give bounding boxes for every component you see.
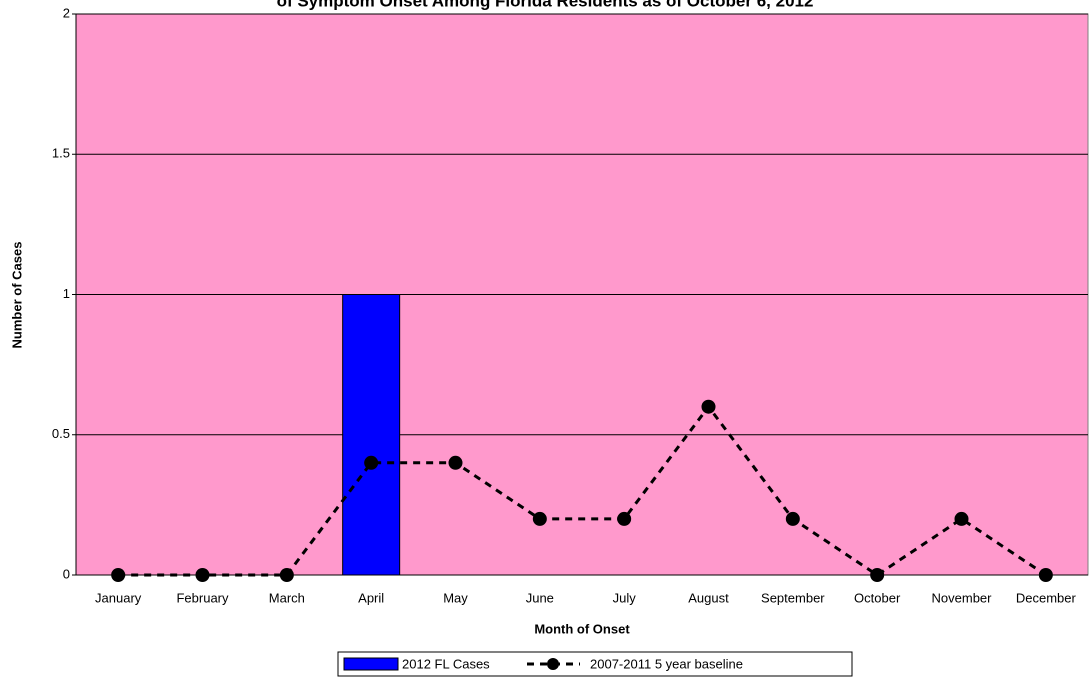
legend-label: 2012 FL Cases (402, 656, 490, 671)
x-tick-label: September (761, 590, 825, 605)
x-tick-label: November (932, 590, 993, 605)
x-tick-label: October (854, 590, 901, 605)
x-tick-label: December (1016, 590, 1077, 605)
bar (342, 294, 401, 576)
y-tick-label: 0 (63, 566, 70, 581)
marker (617, 511, 632, 526)
y-tick-label: 0.5 (52, 426, 70, 441)
marker (701, 399, 716, 414)
legend-label: 2007-2011 5 year baseline (590, 656, 743, 671)
x-tick-label: May (443, 590, 468, 605)
x-axis-label: Month of Onset (534, 621, 630, 636)
legend-box (337, 651, 853, 677)
y-tick-label: 1 (63, 286, 70, 301)
legend-swatch (343, 657, 399, 671)
x-tick-label: June (526, 590, 554, 605)
x-tick-label: April (358, 590, 384, 605)
marker (364, 455, 379, 470)
x-tick-label: July (613, 590, 637, 605)
x-tick-label: January (95, 590, 142, 605)
y-tick-label: 2 (63, 5, 70, 20)
x-tick-label: August (688, 590, 729, 605)
marker (954, 511, 969, 526)
marker (785, 511, 800, 526)
chart-title: of Symptom Onset Among Florida Residents… (277, 0, 814, 10)
x-tick-label: March (269, 590, 305, 605)
marker (532, 511, 547, 526)
legend-marker (547, 658, 559, 670)
baseline-line (118, 404, 1047, 577)
marker (448, 455, 463, 470)
y-tick-label: 1.5 (52, 146, 70, 161)
x-tick-label: February (176, 590, 229, 605)
y-axis-label: Number of Cases (9, 242, 24, 349)
